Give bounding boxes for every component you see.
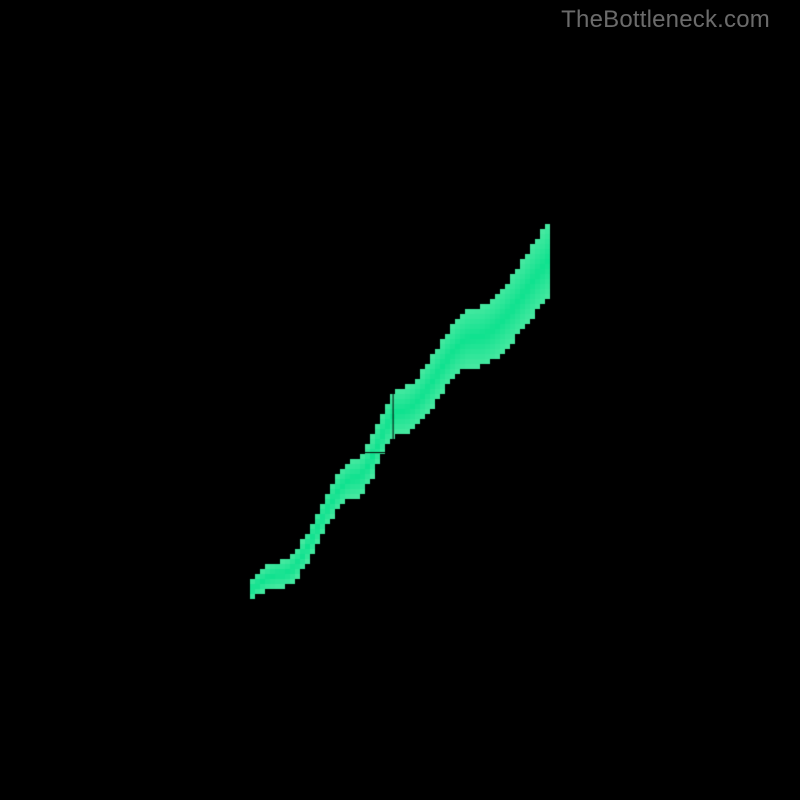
chart-frame: TheBottleneck.com [0,0,800,800]
bottleneck-heatmap [30,34,770,774]
watermark-text: TheBottleneck.com [561,6,770,34]
